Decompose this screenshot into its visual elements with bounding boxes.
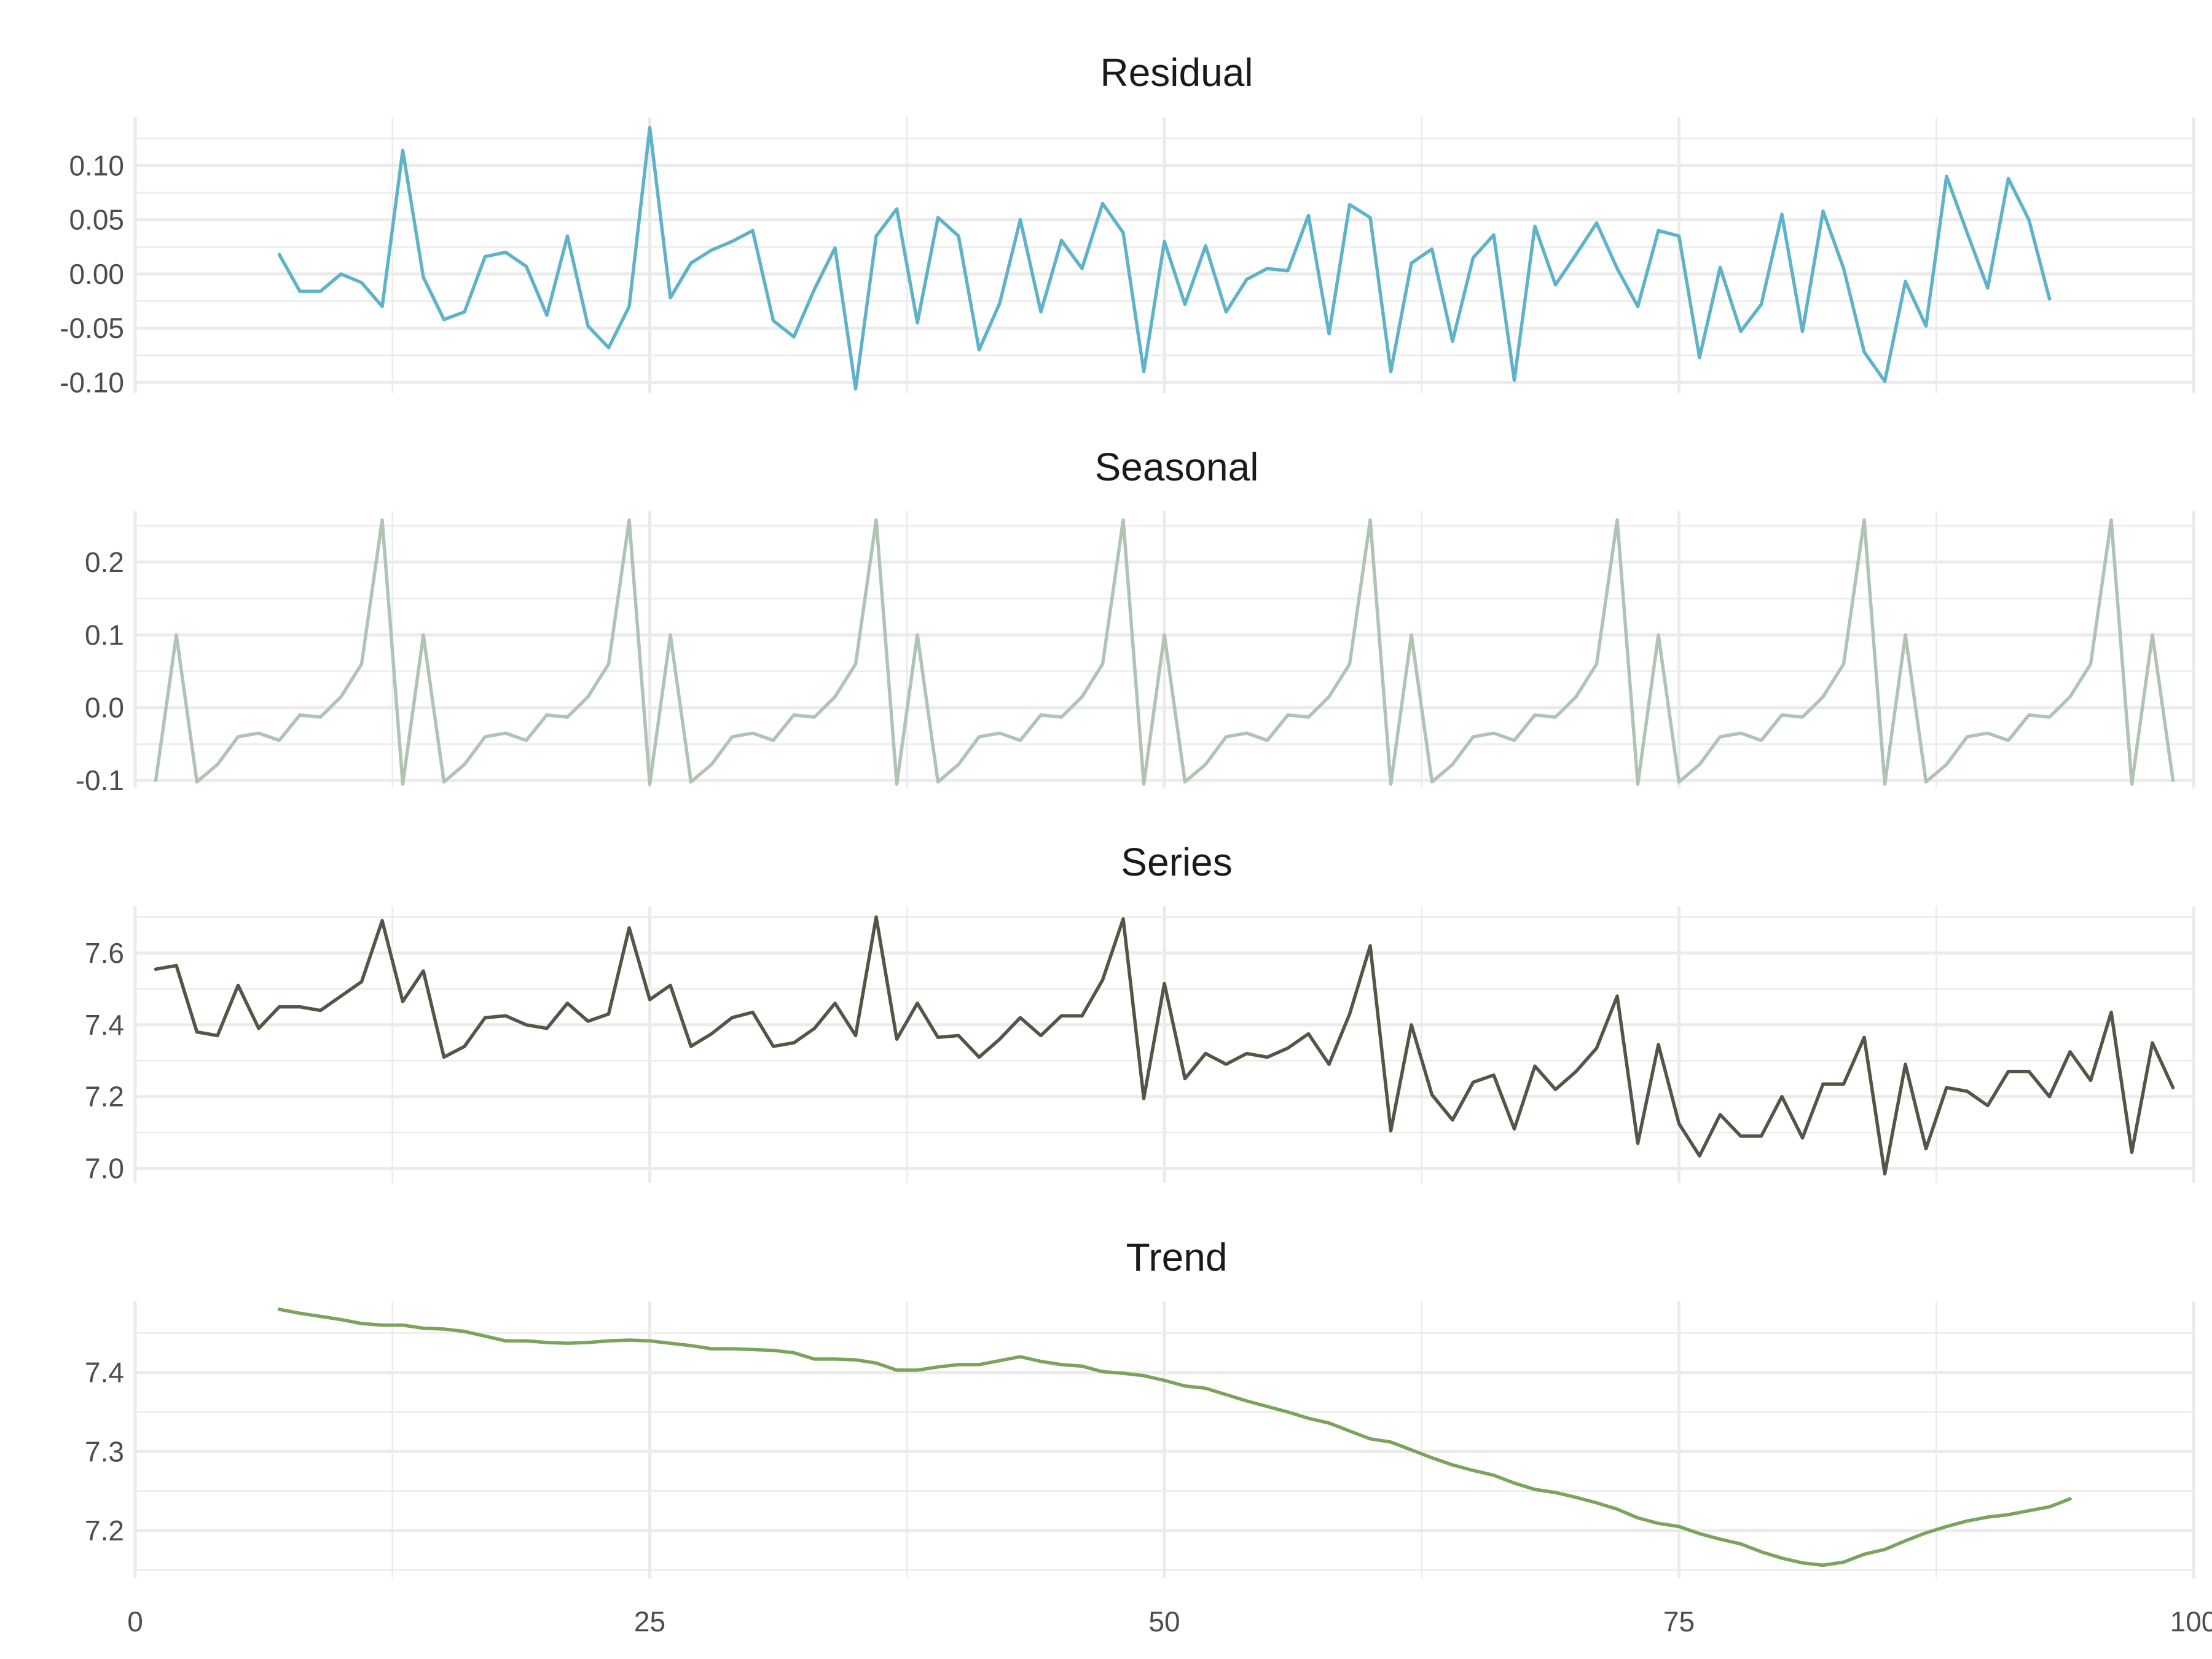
y-tick-label: -0.10: [60, 366, 124, 398]
y-tick-label: 0.2: [85, 546, 124, 578]
series-line-seasonal: [154, 518, 2175, 786]
panel-title: Seasonal: [1095, 445, 1259, 489]
x-tick-label: 50: [1148, 1606, 1180, 1637]
x-tick-label: 0: [127, 1606, 143, 1637]
y-tick-label: -0.1: [76, 764, 124, 796]
y-tick-label: 0.00: [69, 258, 124, 290]
y-tick-label: 0.10: [69, 149, 124, 181]
y-tick-label: 7.6: [85, 937, 124, 969]
y-tick-label: 0.1: [85, 619, 124, 651]
y-tick-label: 7.2: [85, 1515, 124, 1547]
panel-title: Series: [1121, 840, 1232, 884]
panel-series: 7.0 7.2 7.4 7.6 Series: [85, 840, 2195, 1185]
series-line-trend: [277, 1308, 2072, 1567]
y-tick-label: 7.2: [85, 1081, 124, 1113]
panel-seasonal: -0.1 0.0 0.1 0.2 Seasonal: [76, 445, 2195, 796]
series-line-residual: [277, 125, 2052, 391]
y-tick-label: 0.05: [69, 204, 124, 236]
y-tick-label: -0.05: [60, 312, 124, 344]
x-tick-label: 25: [634, 1606, 665, 1637]
y-tick-label: 7.4: [85, 1357, 124, 1389]
panel-trend: 7.2 7.3 7.4 Trend: [85, 1235, 2195, 1578]
series-line-series: [154, 915, 2175, 1176]
y-tick-label: 7.0: [85, 1153, 124, 1185]
panel-title: Trend: [1126, 1235, 1228, 1279]
y-tick-label: 7.4: [85, 1009, 124, 1041]
y-tick-label: 0.0: [85, 692, 124, 724]
panel-title: Residual: [1100, 50, 1253, 95]
panel-residual: -0.10 -0.05 0.00 0.05 0.10 Residual: [60, 50, 2195, 398]
x-tick-label: 75: [1663, 1606, 1695, 1637]
x-tick-label: 100: [2170, 1606, 2212, 1637]
y-tick-label: 7.3: [85, 1435, 124, 1467]
